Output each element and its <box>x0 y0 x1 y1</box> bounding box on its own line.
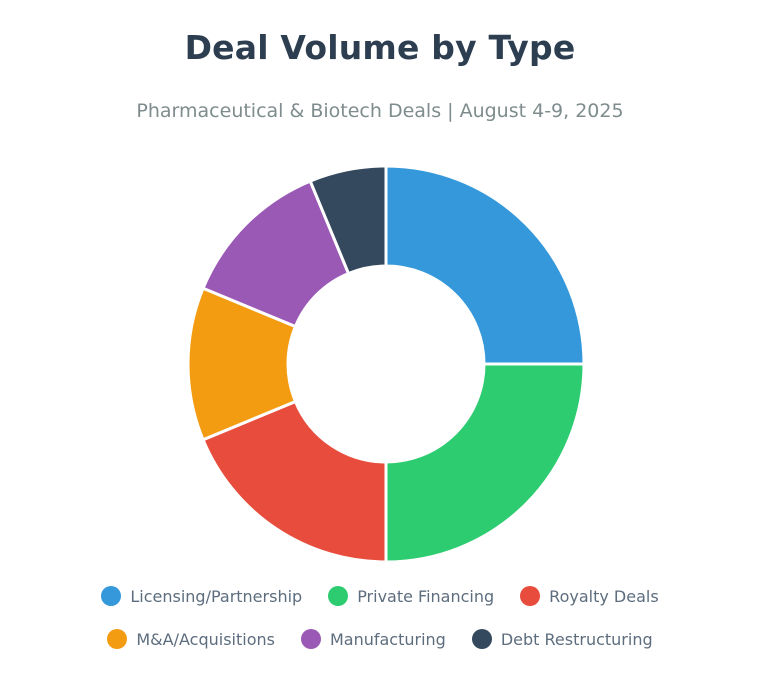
chart-title: Deal Volume by Type <box>184 28 576 67</box>
legend-row-1: Licensing/Partnership Private Financing … <box>0 586 760 606</box>
legend-swatch-royalty <box>520 586 541 606</box>
legend-label-royalty: Royalty Deals <box>549 586 659 606</box>
legend-swatch-private-financing <box>328 586 349 606</box>
legend-label-private-financing: Private Financing <box>357 586 495 606</box>
chart-subtitle: Pharmaceutical & Biotech Deals | August … <box>136 100 624 122</box>
legend-row-2: M&A/Acquisitions Manufacturing Debt Rest… <box>0 629 760 649</box>
legend-item-private-financing[interactable]: Private Financing <box>328 586 494 606</box>
donut-slice-private-financing[interactable] <box>384 362 586 564</box>
legend-label-mna: M&A/Acquisitions <box>136 629 275 649</box>
legend-label-manufacturing: Manufacturing <box>329 629 446 649</box>
legend-item-debt[interactable]: Debt Restructuring <box>471 629 653 649</box>
donut-slice-royalty[interactable] <box>201 399 388 564</box>
legend-item-licensing[interactable]: Licensing/Partnership <box>101 586 302 606</box>
donut-slice-licensing[interactable] <box>384 164 586 366</box>
legend-label-debt: Debt Restructuring <box>500 629 653 649</box>
legend-label-licensing: Licensing/Partnership <box>130 586 303 606</box>
legend-item-royalty[interactable]: Royalty Deals <box>520 586 659 606</box>
legend-swatch-debt <box>471 629 492 649</box>
donut-slice-debt[interactable] <box>308 164 388 276</box>
legend-swatch-licensing <box>101 586 122 606</box>
legend-item-mna[interactable]: M&A/Acquisitions <box>107 629 275 649</box>
legend-swatch-manufacturing <box>300 629 321 649</box>
legend-swatch-mna <box>107 629 128 649</box>
legend-item-manufacturing[interactable]: Manufacturing <box>300 629 446 649</box>
